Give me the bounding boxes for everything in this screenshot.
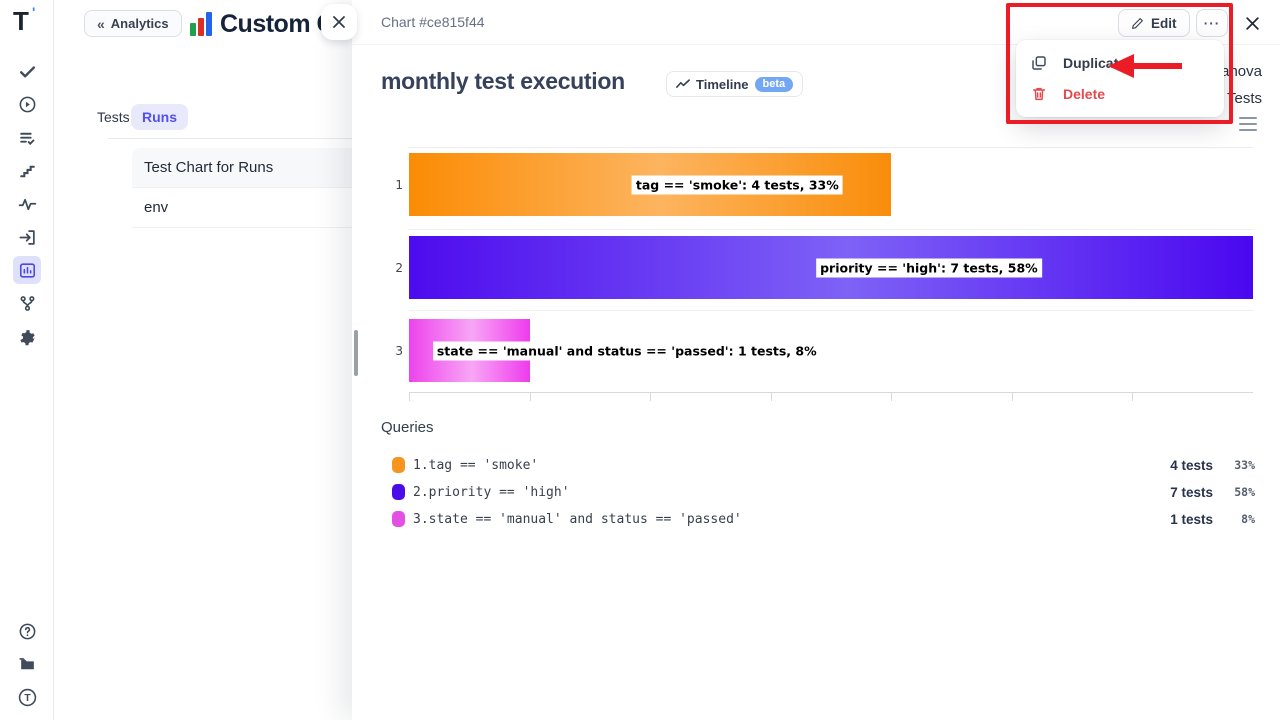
steps-icon[interactable] bbox=[13, 157, 41, 185]
bar-value-label: priority == 'high': 7 tests, 58% bbox=[816, 258, 1042, 277]
more-menu-button[interactable]: ··· bbox=[1196, 9, 1228, 37]
chart-id-label: Chart #ce815f44 bbox=[381, 14, 485, 30]
gear-icon[interactable] bbox=[13, 322, 41, 350]
delete-label: Delete bbox=[1063, 85, 1106, 102]
list-check-icon[interactable] bbox=[13, 124, 41, 152]
panel-close-button[interactable] bbox=[1242, 13, 1262, 33]
query-tests-count: 1 tests bbox=[1170, 511, 1213, 527]
svg-text:T: T bbox=[24, 693, 31, 704]
back-button-label: Analytics bbox=[110, 16, 169, 31]
tab-runs[interactable]: Runs bbox=[131, 104, 188, 130]
edit-button-label: Edit bbox=[1151, 15, 1177, 31]
plot-menu-icon[interactable] bbox=[1239, 117, 1257, 131]
account-avatar[interactable]: T bbox=[13, 683, 41, 711]
y-axis-tick-label: 1 bbox=[395, 177, 403, 192]
query-tests-count: 7 tests bbox=[1170, 484, 1213, 500]
panel-header: Chart #ce815f44 Edit ··· bbox=[352, 0, 1280, 45]
bar-value-label: state == 'manual' and status == 'passed'… bbox=[432, 341, 821, 360]
tabs-divider bbox=[108, 138, 406, 139]
x-axis-tick bbox=[650, 392, 652, 401]
trash-icon bbox=[1032, 87, 1046, 100]
query-expression: 2.priority == 'high' bbox=[413, 484, 570, 500]
branch-icon[interactable] bbox=[13, 289, 41, 317]
trend-line-icon bbox=[676, 78, 690, 88]
analytics-chart-icon[interactable] bbox=[13, 256, 41, 284]
clipped-text-tests: Tests bbox=[1226, 90, 1262, 107]
logo-accent: ' bbox=[32, 4, 36, 20]
context-menu: Duplicate Delete bbox=[1016, 40, 1224, 117]
duplicate-icon bbox=[1032, 55, 1046, 70]
query-color-swatch bbox=[392, 511, 405, 527]
bar-chart-colored-icon bbox=[190, 12, 212, 36]
panel-scrollbar-thumb[interactable] bbox=[354, 330, 358, 376]
query-row: 1.tag == 'smoke' 4 tests 33% bbox=[392, 455, 1255, 475]
tab-tests[interactable]: Tests bbox=[97, 109, 130, 125]
x-axis-tick bbox=[1011, 392, 1013, 401]
bar-chart-plot: 1 tag == 'smoke': 4 tests, 33% 2 priority =… bbox=[395, 147, 1253, 401]
page-title: Custom C bbox=[220, 9, 335, 38]
play-circle-icon[interactable] bbox=[13, 90, 41, 118]
query-color-swatch bbox=[392, 484, 405, 500]
query-color-swatch bbox=[392, 457, 405, 473]
back-to-analytics-button[interactable]: « Analytics bbox=[84, 10, 182, 37]
x-axis-tick bbox=[529, 392, 531, 401]
docs-folder-icon[interactable] bbox=[13, 650, 41, 678]
query-tests-count: 4 tests bbox=[1170, 457, 1213, 473]
x-axis-tick bbox=[891, 392, 893, 401]
query-expression: 3.state == 'manual' and status == 'passe… bbox=[413, 511, 742, 527]
double-chevron-left-icon: « bbox=[97, 15, 105, 32]
check-icon[interactable] bbox=[13, 57, 41, 85]
x-axis-tick bbox=[409, 392, 410, 401]
query-percent: 58% bbox=[1234, 485, 1255, 499]
ellipsis-icon: ··· bbox=[1203, 15, 1221, 31]
close-icon bbox=[1245, 16, 1259, 30]
query-row: 3.state == 'manual' and status == 'passe… bbox=[392, 509, 1255, 529]
duplicate-label: Duplicate bbox=[1063, 54, 1127, 71]
close-icon bbox=[333, 16, 345, 28]
app-logo[interactable]: T ' bbox=[13, 4, 36, 36]
beta-badge: beta bbox=[754, 76, 794, 92]
activity-icon[interactable] bbox=[13, 190, 41, 218]
edit-button[interactable]: Edit bbox=[1118, 9, 1190, 37]
timeline-toggle-button[interactable]: Timeline beta bbox=[666, 71, 804, 97]
x-axis-tick bbox=[1132, 392, 1134, 401]
page-title-row: Custom C bbox=[190, 6, 366, 42]
x-axis-tick bbox=[770, 392, 772, 401]
timeline-label: Timeline bbox=[696, 76, 749, 92]
query-percent: 8% bbox=[1241, 512, 1255, 526]
icon-sidebar: T ' bbox=[0, 0, 54, 720]
pencil-icon bbox=[1132, 17, 1143, 29]
menu-item-delete[interactable]: Delete bbox=[1016, 78, 1224, 109]
import-icon[interactable] bbox=[13, 223, 41, 251]
menu-item-duplicate[interactable]: Duplicate bbox=[1016, 47, 1224, 78]
help-icon[interactable] bbox=[13, 617, 41, 645]
query-expression: 1.tag == 'smoke' bbox=[413, 457, 539, 473]
chart-title: monthly test execution bbox=[381, 68, 625, 94]
x-axis-line bbox=[409, 392, 1253, 393]
y-axis-tick-label: 3 bbox=[395, 343, 403, 358]
panel-close-notch-button[interactable] bbox=[321, 4, 357, 40]
bar-value-label: tag == 'smoke': 4 tests, 33% bbox=[631, 175, 843, 194]
y-axis-tick-label: 2 bbox=[395, 260, 403, 275]
clipped-text-anova: anova bbox=[1221, 63, 1262, 80]
query-percent: 33% bbox=[1234, 458, 1255, 472]
queries-heading: Queries bbox=[381, 419, 434, 436]
query-row: 2.priority == 'high' 7 tests 58% bbox=[392, 482, 1255, 502]
gridline bbox=[409, 229, 1253, 230]
gridline bbox=[409, 310, 1253, 311]
